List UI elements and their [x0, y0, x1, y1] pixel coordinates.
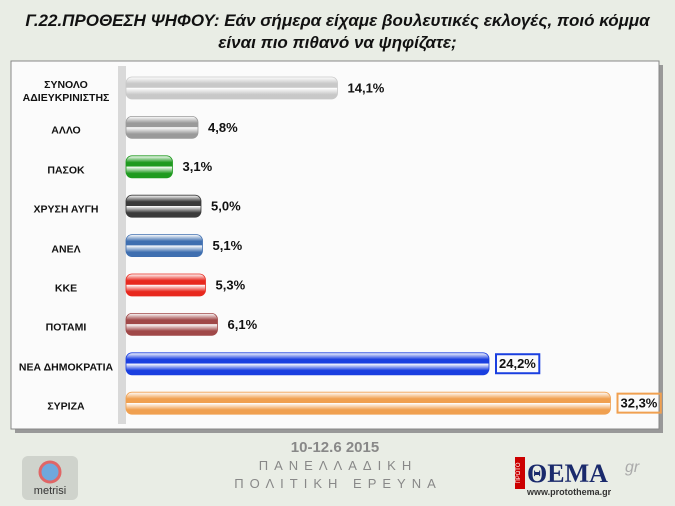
- value-label: 32,3%: [621, 396, 658, 411]
- chart-title: Γ.22.ΠΡΟΘΕΣΗ ΨΗΦΟΥ: Εάν σήμερα είχαμε βο…: [25, 11, 650, 52]
- category-label: ΑΝΕΛ: [51, 243, 81, 256]
- bar: [125, 391, 611, 415]
- left-logo: metrisi: [34, 485, 66, 497]
- category-label: ΣΥΡΙΖΑ: [47, 400, 85, 413]
- value-label: 4,8%: [208, 120, 238, 135]
- right-logo: ΘΕΜΑ: [527, 459, 608, 488]
- bar: [125, 273, 206, 297]
- bar: [125, 352, 490, 376]
- value-label: 5,0%: [211, 199, 241, 214]
- right-logo-suffix: gr: [625, 459, 640, 476]
- right-logo-tag: ΠΡΩΤΟ: [516, 462, 522, 483]
- right-url: www.protothema.gr: [526, 487, 612, 497]
- value-label-box: [616, 392, 662, 414]
- left-logo-icon: [38, 460, 62, 484]
- value-label: 5,1%: [213, 238, 243, 253]
- value-label: 6,1%: [228, 317, 258, 332]
- axis-band: [118, 66, 126, 424]
- category-label: ΚΚΕ: [54, 282, 78, 295]
- category-label: ΠΑΣΟΚ: [47, 164, 85, 177]
- bar: [125, 312, 218, 336]
- category-label: ΧΡΥΣΗ ΑΥΓΗ: [33, 203, 99, 216]
- value-label: 24,2%: [499, 356, 536, 371]
- bar: [125, 194, 202, 218]
- value-label-box: [495, 353, 541, 375]
- value-label: 14,1%: [348, 80, 385, 95]
- date: 10-12.6 2015: [291, 439, 379, 456]
- value-label: 3,1%: [183, 159, 213, 174]
- category-label: ΣΥΝΟΛΟ ΑΔΙΕΥΚΡΙΝΙΣΤΗΣ: [22, 79, 110, 104]
- footer-line: ΠΟΛΙΤΙΚΗ ΕΡΕΥΝΑ: [234, 476, 442, 491]
- category-label: ΠΟΤΑΜΙ: [45, 321, 87, 334]
- right-logo-tag-box: [515, 457, 525, 489]
- category-label: ΑΛΛΟ: [51, 124, 81, 137]
- bar: [125, 76, 338, 100]
- bar: [125, 155, 173, 179]
- bar: [125, 234, 203, 258]
- footer-line: ΠΑΝΕΛΛΑΔΙΚΗ: [259, 458, 418, 473]
- bar: [125, 116, 199, 139]
- value-label: 5,3%: [216, 277, 246, 292]
- category-label: ΝΕΑ ΔΗΜΟΚΡΑΤΙΑ: [18, 361, 114, 374]
